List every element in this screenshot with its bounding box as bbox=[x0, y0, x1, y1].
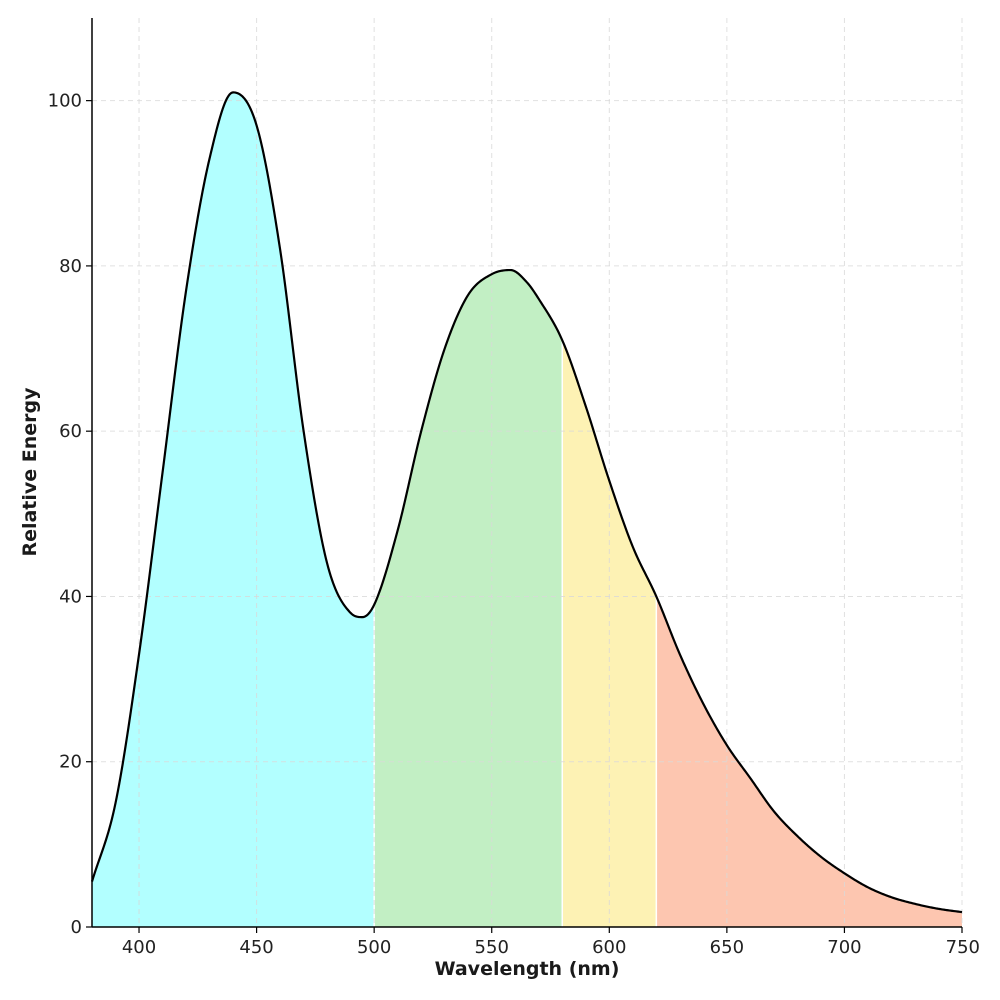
color-region-1 bbox=[92, 92, 375, 928]
x-tick-label: 750 bbox=[946, 937, 980, 958]
y-tick-label: 0 bbox=[71, 917, 82, 938]
x-tick-label: 450 bbox=[239, 937, 273, 958]
y-tick-label: 40 bbox=[59, 586, 82, 607]
x-tick-label: 400 bbox=[122, 937, 156, 958]
y-tick-label: 60 bbox=[59, 421, 82, 442]
x-tick-label: 700 bbox=[827, 937, 861, 958]
x-axis-title: Wavelength (nm) bbox=[435, 958, 620, 980]
y-tick-label: 20 bbox=[59, 752, 82, 773]
x-tick-label: 650 bbox=[710, 937, 744, 958]
energy-curve bbox=[90, 91, 963, 914]
color-region-2 bbox=[374, 270, 563, 927]
color-regions bbox=[92, 92, 962, 928]
y-tick-label: 80 bbox=[59, 256, 82, 277]
y-axis-title: Relative Energy bbox=[19, 387, 41, 557]
y-tick-label: 100 bbox=[48, 91, 82, 112]
ticks: 400 450 500 550 600 650 700 750 0 20 40 60 80 100 bbox=[48, 91, 980, 958]
grid bbox=[92, 18, 963, 927]
x-tick-label: 600 bbox=[592, 937, 626, 958]
color-region-4 bbox=[656, 596, 962, 927]
x-tick-label: 500 bbox=[357, 937, 391, 958]
x-tick-label: 550 bbox=[475, 937, 509, 958]
